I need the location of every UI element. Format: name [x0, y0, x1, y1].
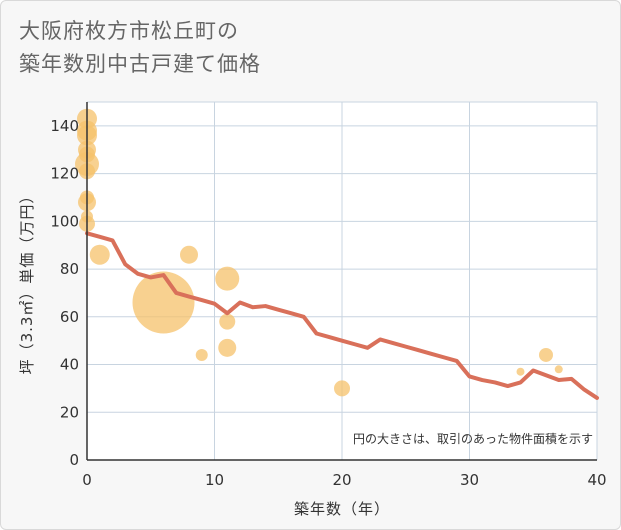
trend-line — [85, 231, 599, 400]
y-tick-label: 20 — [60, 403, 79, 421]
data-bubble — [334, 380, 350, 397]
y-tick-label: 120 — [50, 165, 79, 183]
data-bubble — [215, 266, 240, 291]
y-tick-label: 140 — [50, 117, 79, 135]
x-axis-title: 築年数（年） — [294, 500, 390, 518]
y-tick-label: 60 — [60, 308, 79, 326]
data-bubble — [219, 313, 236, 330]
chart-title-line-2: 築年数別中古戸建て価格 — [19, 52, 261, 76]
data-bubble — [554, 365, 563, 374]
y-tick-label: 100 — [50, 212, 79, 230]
data-bubble — [218, 338, 237, 357]
data-bubble — [180, 245, 198, 264]
x-tick-label: 40 — [587, 471, 606, 489]
y-tick-label: 40 — [60, 356, 79, 374]
data-bubble — [132, 271, 195, 334]
x-tick-label: 10 — [205, 471, 224, 489]
y-tick-label: 0 — [69, 451, 79, 469]
x-tick-label: 20 — [332, 471, 351, 489]
chart-title-line-1: 大阪府枚方市松丘町の — [19, 19, 239, 43]
x-tick-label: 30 — [460, 471, 479, 489]
y-axis-title: 坪（3.3㎡）単価（万円） — [18, 188, 36, 375]
data-bubble — [516, 367, 525, 376]
data-bubble — [539, 347, 553, 362]
chart-title: 大阪府枚方市松丘町の 築年数別中古戸建て価格 — [19, 15, 261, 81]
data-bubble — [195, 348, 208, 361]
data-bubble — [89, 244, 110, 265]
y-tick-label: 80 — [60, 260, 79, 278]
bubble-size-note: 円の大きさは、取引のあった物件面積を示す — [353, 431, 593, 446]
x-tick-label: 0 — [82, 471, 92, 489]
